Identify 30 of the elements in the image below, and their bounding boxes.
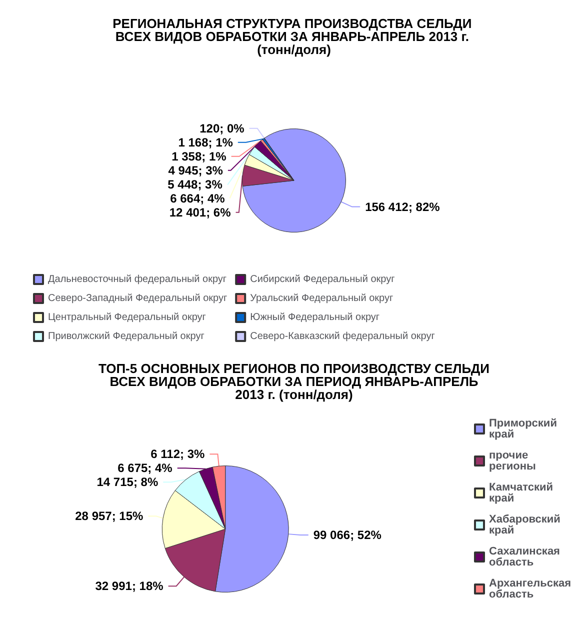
data-label: 6 664; 4% xyxy=(170,191,226,206)
data-label: 120; 0% xyxy=(200,121,245,136)
legend-label: Южный Федеральный округ xyxy=(250,312,380,323)
legend-label: Архангельская область xyxy=(488,578,572,600)
data-label: 6 675; 4% xyxy=(118,461,173,476)
legend-label: Приморский край xyxy=(488,418,557,440)
legend-label: Уральский Федеральный округ xyxy=(250,293,394,304)
legend-label: Дальневосточный федеральный округ xyxy=(48,274,227,285)
data-label: 1 168; 1% xyxy=(178,135,234,150)
data-label: 4 945; 3% xyxy=(168,163,224,178)
data-label: 5 448; 3% xyxy=(168,177,223,192)
legend-label: Северо-Кавказский федеральный округ xyxy=(250,331,436,342)
data-label: 32 991; 18% xyxy=(95,579,164,594)
data-label: 6 112; 3% xyxy=(150,447,206,462)
chart-title: РЕГИОНАЛЬНАЯ СТРУКТУРА ПРОИЗВОДСТВА СЕЛЬДИ ВСЕХ ВИДОВ ОБРАБОТКИ ЗА ЯНВАРЬ-АПРЕЛЬ 2013 г. (тонн/доля) xyxy=(112,16,476,57)
legend-label: Сибирский Федеральный округ xyxy=(250,274,396,285)
legend-label: Центральный Федеральный округ xyxy=(48,312,206,323)
legend-label: Северо-Западный Федеральный округ xyxy=(48,293,228,304)
data-label: 156 412; 82% xyxy=(365,200,440,214)
legend-label: Сахалинская область xyxy=(488,546,560,568)
legend-label: Приволжский Федеральный округ xyxy=(48,331,205,342)
chart-title: ТОП-5 ОСНОВНЫХ РЕГИОНОВ ПО ПРОИЗВОДСТВУ СЕЛЬДИ ВСЕХ ВИДОВ ОБРАБОТКИ ЗА ПЕРИОД ЯНВАРЬ-АПРЕЛЬ 2013 г. (тонн/доля) xyxy=(98,361,490,402)
legend-label: прочие регионы xyxy=(488,450,536,472)
data-label: 28 957; 15% xyxy=(75,509,144,524)
data-label: 99 066; 52% xyxy=(313,528,382,542)
legend-label: Хабаровский край xyxy=(488,514,560,536)
data-label: 1 358; 1% xyxy=(172,149,227,164)
data-label: 12 401; 6% xyxy=(169,205,232,220)
legend-label: Камчатский край xyxy=(488,482,553,504)
data-label: 14 715; 8% xyxy=(96,475,158,490)
